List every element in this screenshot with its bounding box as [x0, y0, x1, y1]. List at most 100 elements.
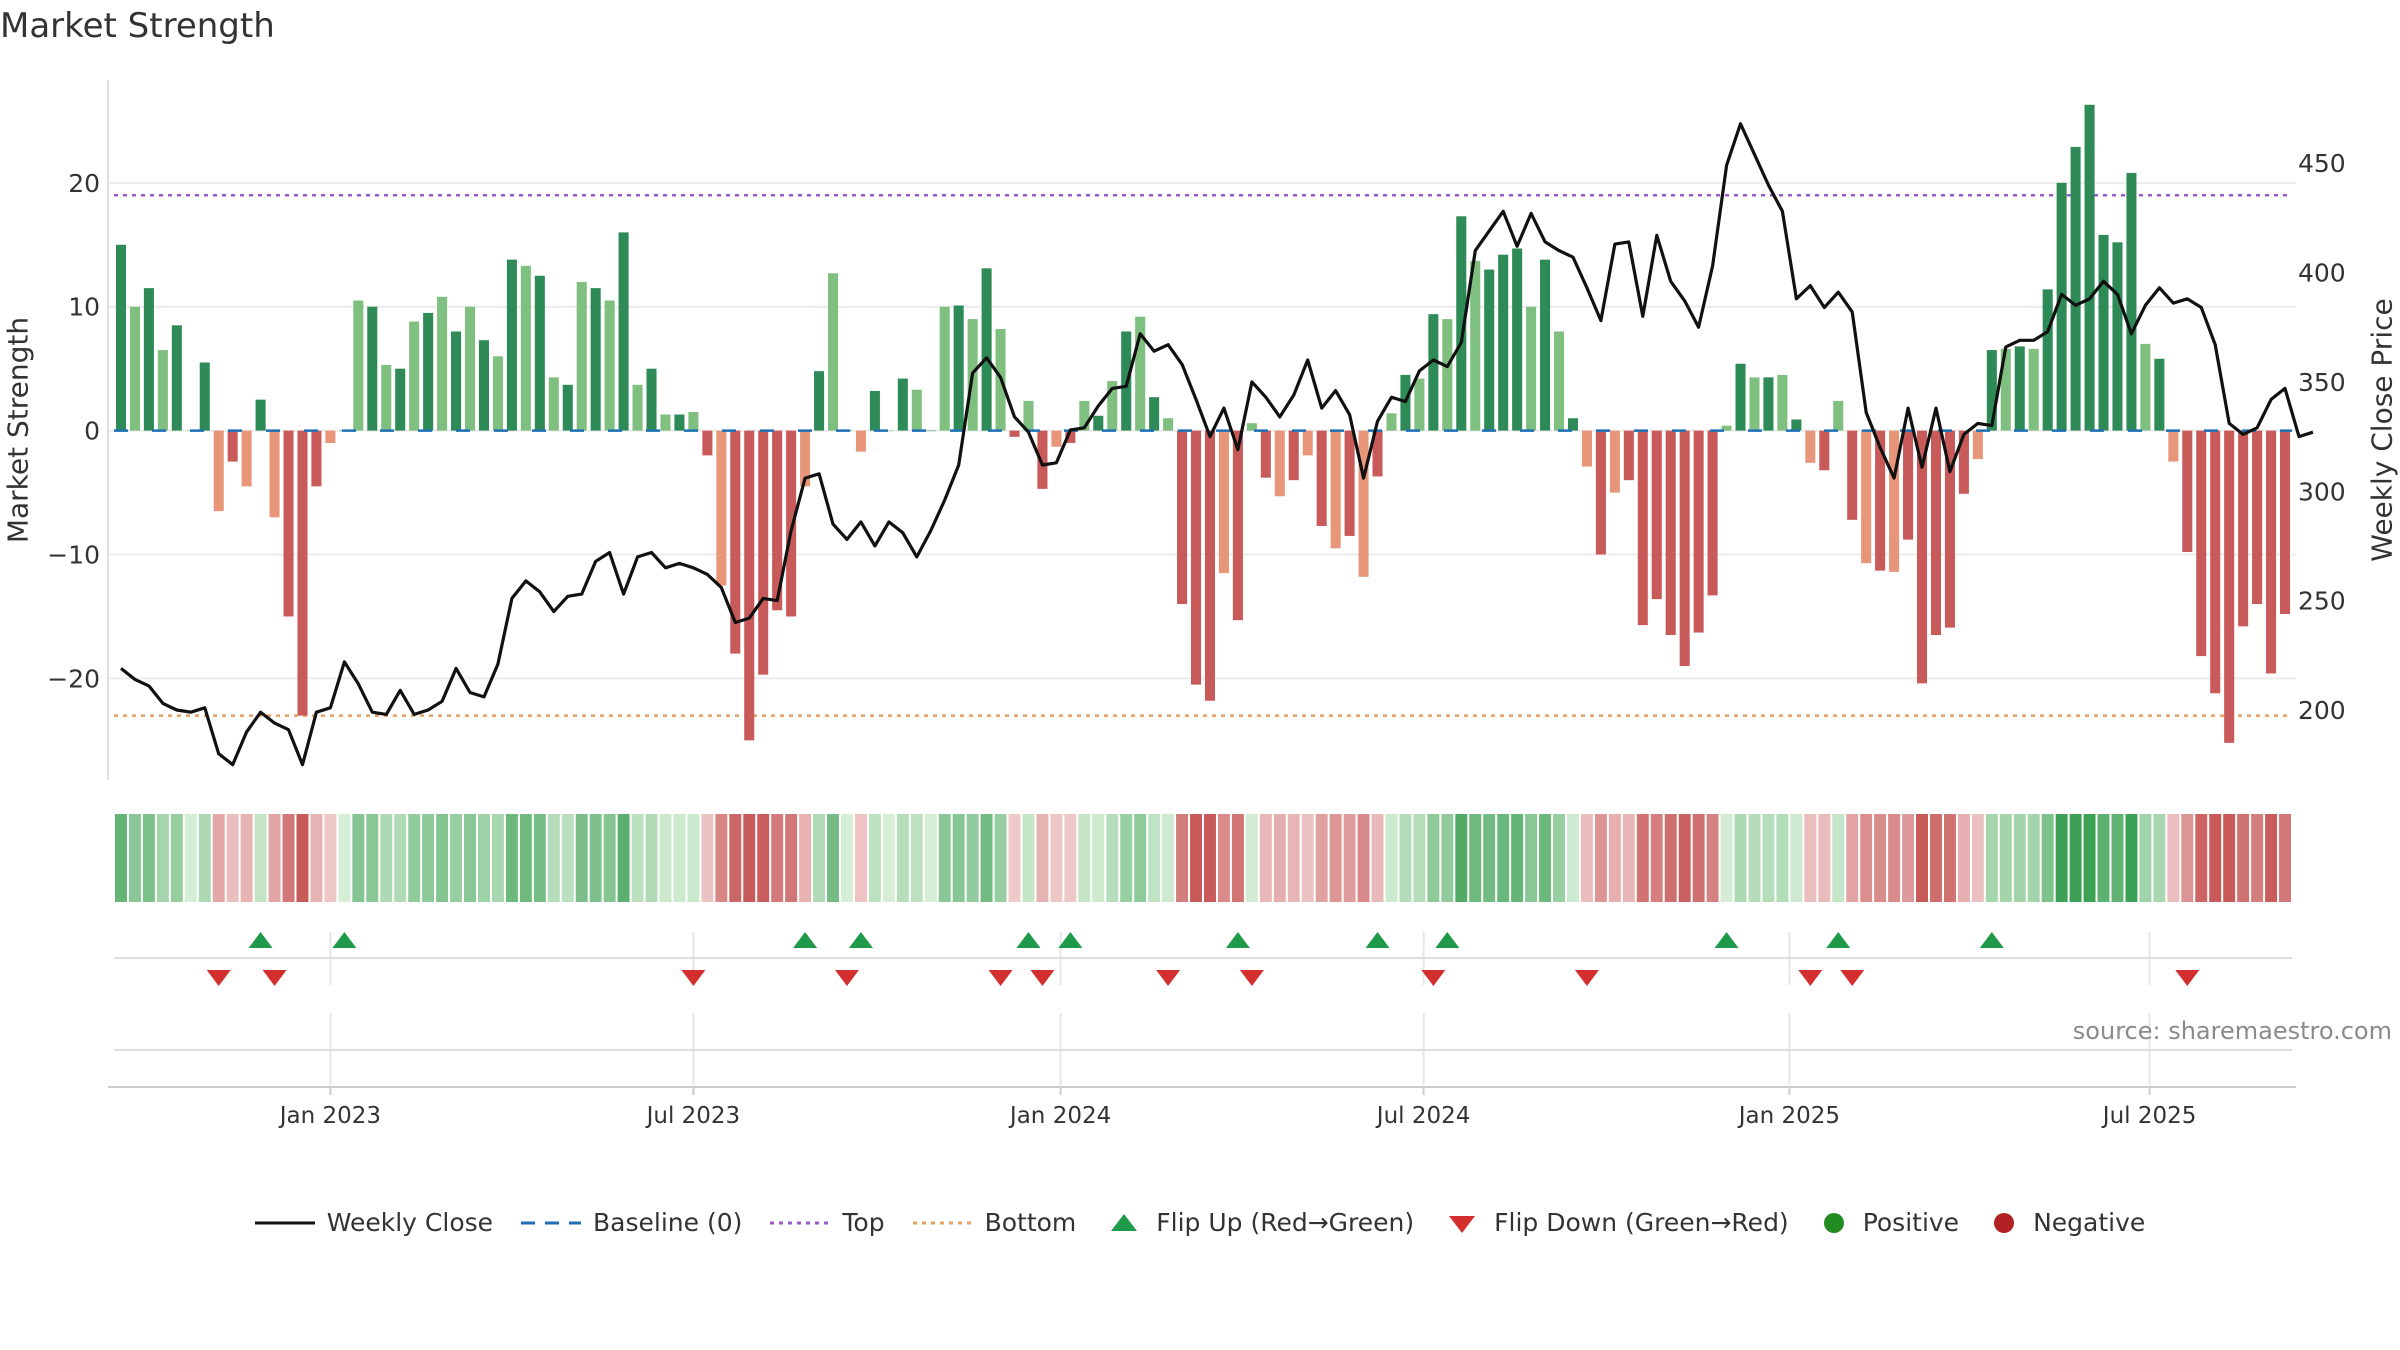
heatmap-cell [1301, 814, 1314, 902]
strength-bar [925, 430, 936, 432]
heatmap-cell [1245, 814, 1258, 902]
heatmap-cell [310, 814, 323, 902]
strength-bar [1526, 306, 1537, 431]
legend-label: Flip Up (Red→Green) [1156, 1208, 1415, 1237]
heatmap-cell [1469, 814, 1482, 902]
strength-bar [1498, 254, 1509, 431]
heatmap-cell [1999, 814, 2012, 902]
left-axis-label: Market Strength [1, 316, 35, 544]
strength-bar [1414, 378, 1425, 431]
strength-bar [1065, 430, 1076, 444]
legend-line-swatch [254, 1221, 315, 1224]
heatmap-cell [1329, 814, 1342, 902]
y-tick-label-right: 450 [2298, 149, 2346, 178]
strength-bar [1735, 363, 1746, 431]
heatmap-cell [1483, 814, 1496, 902]
heatmap-cell [436, 814, 449, 902]
source-credit: source: sharemaestro.com [2072, 1017, 2392, 1045]
heatmap-cell [896, 814, 909, 902]
heatmap-cell [240, 814, 253, 902]
legend-baseline: Baseline (0) [521, 1208, 742, 1237]
heatmap-cell [1106, 814, 1119, 902]
strength-bar [1093, 415, 1104, 431]
heatmap-cell [1036, 814, 1049, 902]
strength-bar [814, 371, 825, 431]
strength-bar [1260, 430, 1271, 478]
heatmap-cell [1762, 814, 1775, 902]
strength-bar [1512, 248, 1523, 431]
strength-bar [1595, 430, 1606, 555]
legend-dot-line-swatch [912, 1221, 973, 1224]
strength-bar [1903, 430, 1914, 540]
strength-bar [2070, 146, 2081, 431]
heatmap-cell [2097, 814, 2110, 902]
strength-bar [744, 430, 755, 741]
legend: Weekly Close Baseline (0) Top Bottom Fli… [0, 1208, 2400, 1237]
heatmap-cell [1413, 814, 1426, 902]
strength-bar [2210, 430, 2221, 694]
strength-bar [2252, 430, 2263, 605]
x-tick-label: Jul 2023 [645, 1103, 741, 1129]
heatmap-cell [1441, 814, 1454, 902]
heatmap-cell [2209, 814, 2222, 902]
heatmap-cell [324, 814, 337, 902]
strength-bar [269, 430, 280, 518]
strength-bar [1581, 430, 1592, 467]
strength-bar [1819, 430, 1830, 471]
strength-bar [2238, 430, 2249, 627]
flip-up-marker [332, 932, 357, 948]
heatmap-cell [924, 814, 937, 902]
heatmap-cell [2237, 814, 2250, 902]
heatmap-cell [1874, 814, 1887, 902]
x-tick-label: Jul 2024 [1375, 1103, 1471, 1129]
strength-bar [115, 244, 127, 431]
y-tick-label-left: 0 [84, 417, 100, 446]
heatmap-cell [2041, 814, 2054, 902]
heatmap-cell [115, 814, 127, 902]
flip-up-marker [848, 932, 873, 948]
heatmap-cell [785, 814, 798, 902]
heatmap-cell [1525, 814, 1538, 902]
heatmap-cell [1315, 814, 1328, 902]
strength-bar [2224, 430, 2235, 743]
heatmap-cell [1971, 814, 1984, 902]
strength-bar [953, 305, 964, 431]
heatmap-cell [1078, 814, 1091, 902]
strength-bar [869, 390, 880, 431]
strength-bar [1232, 430, 1243, 621]
strength-bar [1149, 397, 1160, 431]
strength-bar [157, 350, 168, 431]
legend-flip-up: Flip Up (Red→Green) [1104, 1208, 1414, 1237]
strength-bar [2042, 289, 2053, 431]
heatmap-cell [2013, 814, 2026, 902]
flip-up-marker [1826, 932, 1851, 948]
legend-positive: Positive [1817, 1208, 1959, 1237]
flip-down-marker [1030, 970, 1055, 986]
heatmap-cell [1692, 814, 1705, 902]
heatmap-cell [1273, 814, 1286, 902]
heatmap-cell [2069, 814, 2082, 902]
heatmap-cell [2181, 814, 2194, 902]
strength-bar [939, 306, 950, 431]
heatmap-cell [938, 814, 951, 902]
y-tick-label-right: 250 [2298, 587, 2346, 616]
legend-top: Top [770, 1208, 885, 1237]
strength-bar [1037, 430, 1048, 489]
heatmap-cell [1916, 814, 1928, 902]
heatmap-cell [2027, 814, 2040, 902]
heatmap-cell [505, 814, 518, 902]
strength-bar [143, 288, 154, 431]
strength-bar [255, 399, 266, 431]
strength-bar [241, 430, 252, 487]
heatmap-cell [771, 814, 784, 902]
strength-bar [590, 288, 601, 431]
strength-bar [2056, 182, 2067, 431]
heatmap-cell [1385, 814, 1398, 902]
strength-bar [1386, 413, 1397, 431]
strength-bar [897, 378, 908, 431]
strength-bar [1344, 430, 1355, 536]
heatmap-cell [464, 814, 476, 902]
heatmap-cell [2223, 814, 2236, 902]
heatmap-cell [1860, 814, 1873, 902]
